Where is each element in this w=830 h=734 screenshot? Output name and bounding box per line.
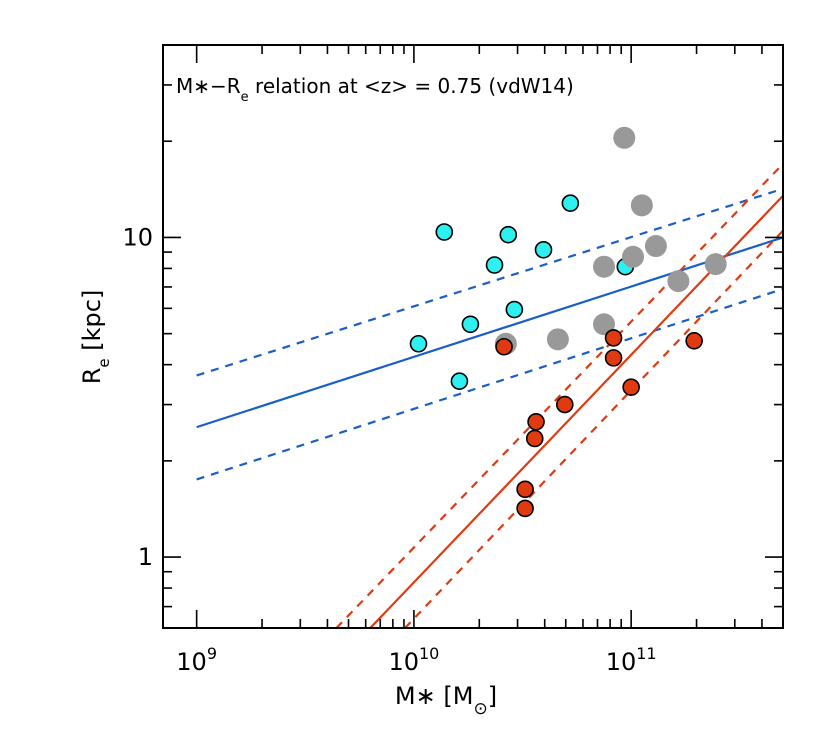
cyan-point-4 — [485, 256, 504, 274]
red-point-3 — [525, 429, 544, 448]
cyan-point-5 — [499, 225, 518, 244]
gray-point-6 — [630, 194, 653, 217]
cyan-point-7 — [534, 240, 553, 259]
cyan-point-8 — [561, 194, 580, 212]
red-point-7 — [604, 349, 623, 367]
gray-point-2 — [593, 313, 616, 336]
red-point-0 — [495, 337, 513, 356]
axis-ticks — [163, 44, 784, 629]
red-point-2 — [516, 499, 534, 518]
tick-labels: 109 1010 1011 1 10 — [122, 223, 656, 676]
cyan-point-1 — [435, 223, 454, 241]
red-dashed-fit-line-5 — [404, 229, 783, 628]
plot-frame — [162, 44, 784, 629]
blue-dashed-fit-line-2 — [196, 287, 783, 481]
gray-point-4 — [613, 126, 636, 149]
x-axis-label: M∗ [M⊙] — [395, 682, 497, 719]
gray-point-3 — [593, 255, 616, 278]
red-dashed-fit-line-4 — [335, 163, 783, 628]
y-tick-label: 10 — [122, 223, 153, 251]
gray-point-5 — [622, 245, 645, 268]
red-point-8 — [622, 378, 640, 397]
y-tick-label: 1 — [138, 543, 153, 571]
relation-annotation: M∗−Re relation at <z> = 0.75 (vdW14) — [176, 74, 574, 105]
cyan-point-6 — [505, 300, 524, 319]
x-tick-label: 1010 — [388, 644, 439, 676]
blue-dashed-fit-line-1 — [196, 187, 783, 377]
gray-point-9 — [704, 253, 727, 276]
blue-solid-fit-line-0 — [196, 236, 783, 429]
gray-point-7 — [644, 235, 667, 258]
red-point-6 — [604, 329, 623, 347]
cyan-point-2 — [450, 372, 469, 391]
red-point-1 — [516, 480, 534, 499]
gray-point-1 — [546, 328, 569, 351]
x-tick-label: 109 — [176, 644, 217, 676]
red-point-9 — [685, 331, 703, 350]
red-point-5 — [556, 395, 574, 414]
cyan-point-3 — [461, 315, 480, 334]
y-axis-label: Re [kpc] — [78, 290, 113, 385]
red-point-4 — [527, 412, 545, 431]
fit-lines — [196, 163, 783, 628]
x-tick-label: 1011 — [606, 644, 657, 676]
cyan-point-0 — [409, 334, 428, 353]
gray-point-8 — [667, 270, 690, 293]
data-points — [409, 126, 727, 518]
